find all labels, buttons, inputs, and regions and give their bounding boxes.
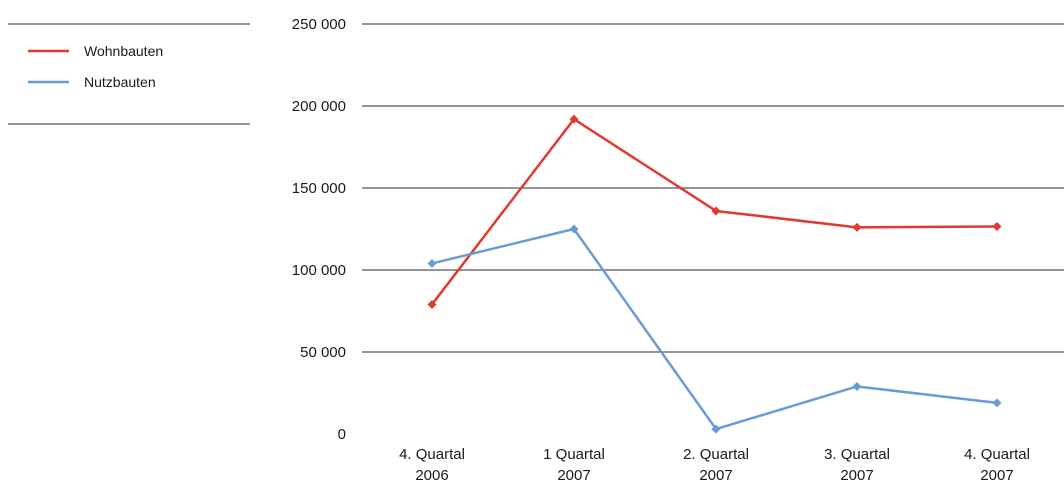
y-tick-label: 100 000 [292, 262, 346, 279]
y-tick-label: 150 000 [292, 180, 346, 197]
series-group [427, 114, 1002, 434]
y-tick-label: 0 [338, 426, 346, 443]
x-tick-label: 2. Quartal [683, 446, 749, 463]
data-point [852, 381, 862, 391]
x-tick-label: 4. Quartal [399, 446, 465, 463]
grid [362, 23, 1064, 353]
y-tick-label: 200 000 [292, 98, 346, 115]
data-point [569, 224, 579, 234]
y-tick-label: 250 000 [292, 16, 346, 33]
x-tick-label: 2007 [980, 467, 1013, 484]
data-point [711, 206, 721, 216]
data-point [711, 424, 721, 434]
x-tick-label: 4. Quartal [964, 446, 1030, 463]
legend-label: Wohnbauten [84, 43, 163, 59]
x-tick-label: 1 Quartal [543, 446, 605, 463]
x-tick-label: 2007 [840, 467, 873, 484]
data-point [992, 222, 1002, 232]
legend: Wohnbauten Nutzbauten [8, 23, 250, 125]
x-tick-label: 2007 [699, 467, 732, 484]
x-tick-label: 2006 [415, 467, 448, 484]
y-tick-label: 50 000 [300, 344, 346, 361]
data-point [852, 222, 862, 232]
data-point [427, 299, 437, 309]
data-point [569, 114, 579, 124]
y-axis: 0 50 000 100 000 150 000 200 000 250 000 [292, 16, 346, 443]
legend-label: Nutzbauten [84, 74, 156, 90]
x-axis: 4. Quartal 2006 1 Quartal 2007 2. Quartal 200… [399, 446, 1030, 484]
data-point [992, 398, 1002, 408]
x-tick-label: 3. Quartal [824, 446, 890, 463]
x-tick-label: 2007 [557, 467, 590, 484]
data-point [427, 258, 437, 268]
series-line-nutzbauten [431, 227, 998, 431]
